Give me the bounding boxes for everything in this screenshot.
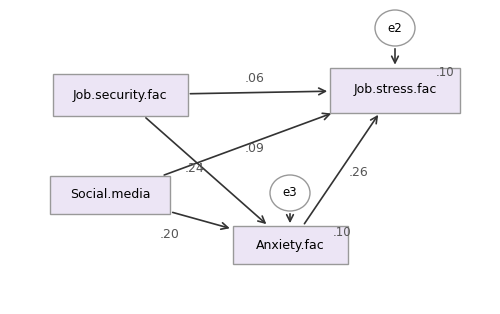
Text: Social.media: Social.media <box>70 188 150 202</box>
Text: .06: .06 <box>245 72 265 84</box>
Text: e3: e3 <box>282 187 298 199</box>
Text: e2: e2 <box>388 21 402 35</box>
Ellipse shape <box>375 10 415 46</box>
Text: .24: .24 <box>185 161 205 175</box>
FancyBboxPatch shape <box>52 74 188 116</box>
FancyBboxPatch shape <box>232 226 347 264</box>
FancyBboxPatch shape <box>50 176 170 214</box>
Text: .20: .20 <box>160 228 180 241</box>
FancyBboxPatch shape <box>330 68 460 112</box>
Text: Job.stress.fac: Job.stress.fac <box>354 84 436 96</box>
Ellipse shape <box>270 175 310 211</box>
Text: Anxiety.fac: Anxiety.fac <box>256 239 324 252</box>
Text: .09: .09 <box>245 142 265 154</box>
Text: .10: .10 <box>332 225 351 239</box>
Text: .26: .26 <box>348 165 368 178</box>
Text: .10: .10 <box>436 67 454 79</box>
Text: Job.security.fac: Job.security.fac <box>72 89 168 101</box>
